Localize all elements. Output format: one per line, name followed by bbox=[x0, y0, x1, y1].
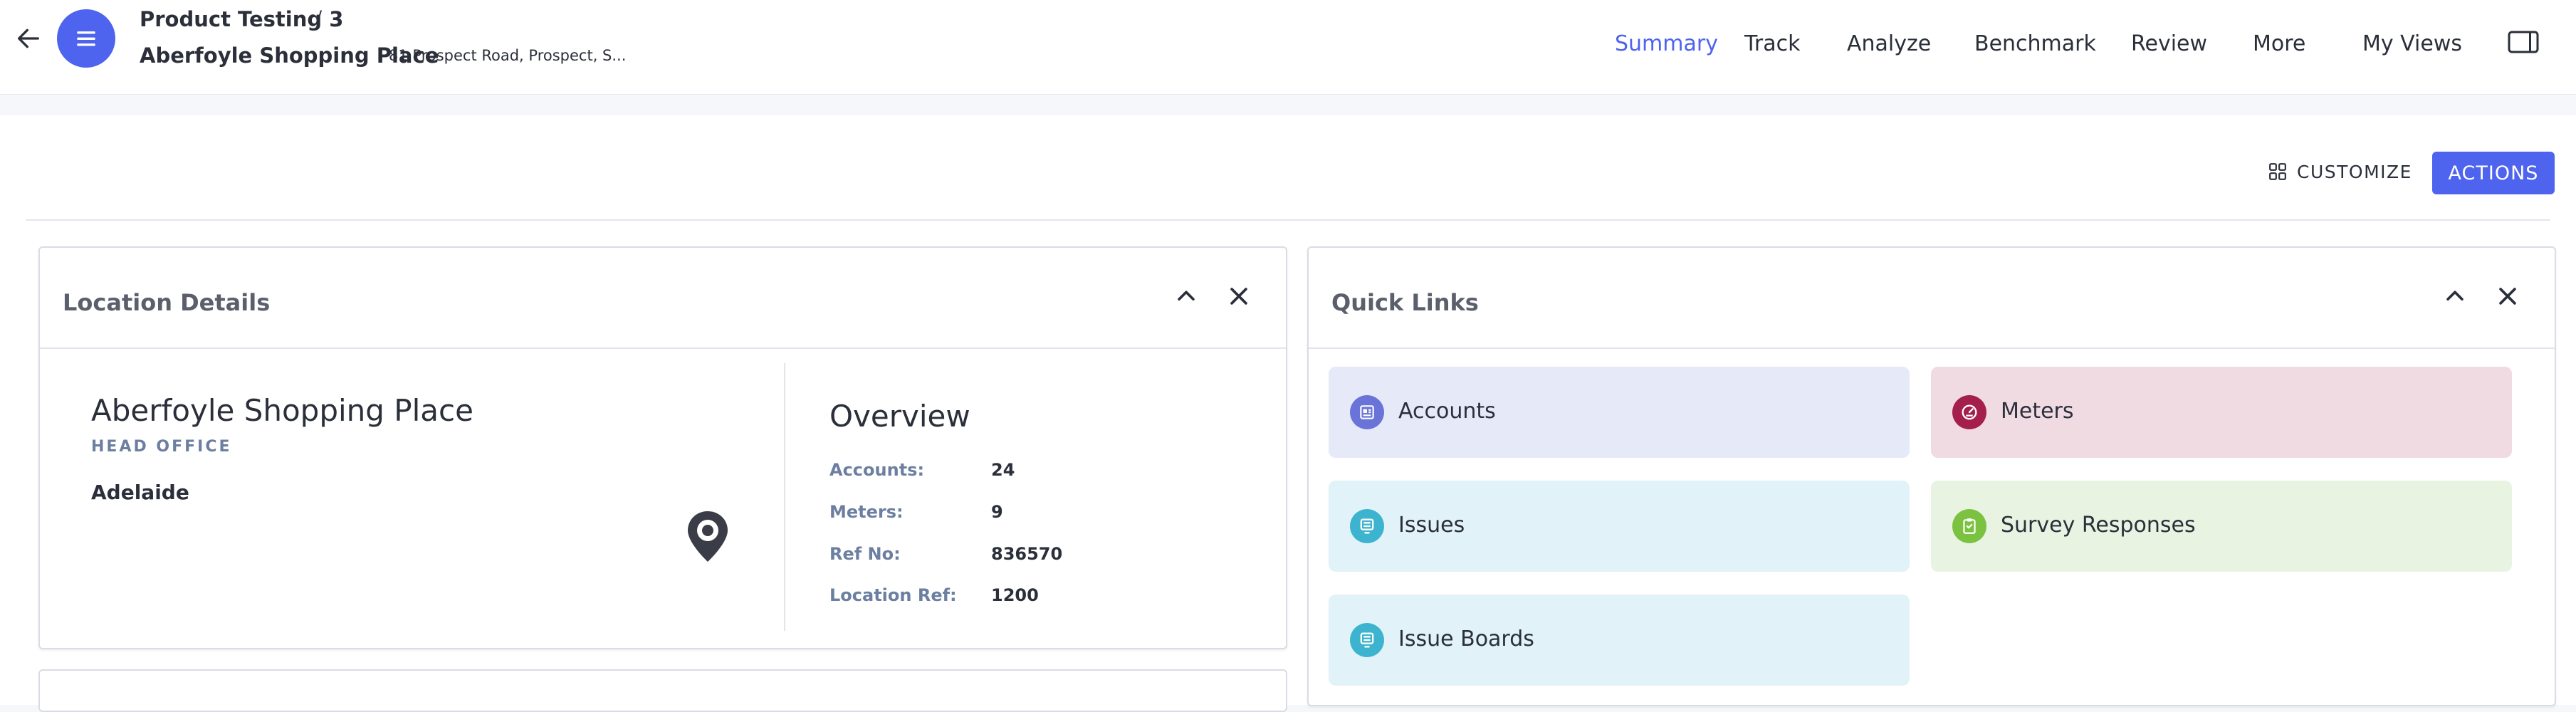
quick-link-label: Accounts bbox=[1398, 399, 1496, 424]
page-title: Aberfoyle Shopping Place bbox=[140, 43, 439, 68]
actions-button[interactable]: ACTIONS bbox=[2432, 152, 2555, 194]
accounts-icon bbox=[1350, 395, 1384, 429]
overview-label-location-ref: Location Ref: bbox=[829, 585, 957, 605]
collapse-chevron-up-icon[interactable] bbox=[1169, 279, 1203, 313]
quick-link-accounts[interactable]: Accounts bbox=[1329, 367, 1910, 458]
card-header: Location Details bbox=[40, 248, 1286, 349]
card-header: Quick Links bbox=[1309, 248, 2555, 349]
card-title: Location Details bbox=[63, 289, 271, 316]
side-panel-toggle-icon[interactable] bbox=[2508, 30, 2539, 54]
location-address: 81 Prospect Road, Prospect, S... bbox=[389, 47, 627, 64]
overview-title: Overview bbox=[829, 399, 970, 434]
location-type: HEAD OFFICE bbox=[91, 438, 232, 456]
collapse-chevron-up-icon[interactable] bbox=[2438, 279, 2472, 313]
overview-value-accounts: 24 bbox=[991, 460, 1015, 480]
card-title: Quick Links bbox=[1331, 289, 1479, 316]
gauge-icon bbox=[1952, 395, 1986, 429]
overview-label-ref-no: Ref No: bbox=[829, 544, 901, 564]
location-name: Aberfoyle Shopping Place bbox=[91, 393, 473, 428]
customize-label: CUSTOMIZE bbox=[2297, 161, 2412, 182]
back-arrow-icon[interactable] bbox=[11, 21, 46, 56]
page-toolbar bbox=[0, 115, 2576, 221]
quick-link-label: Meters bbox=[2001, 399, 2074, 424]
quick-link-survey-responses[interactable]: Survey Responses bbox=[1931, 481, 2512, 572]
top-header: Product Testing 3 / Aberfoyle Shopping P… bbox=[0, 0, 2576, 95]
overview-label-accounts: Accounts: bbox=[829, 460, 925, 480]
quick-link-label: Survey Responses bbox=[2001, 513, 2196, 538]
grid-icon bbox=[2269, 163, 2286, 180]
location-details-card: Location Details bbox=[38, 246, 1287, 649]
quick-link-meters[interactable]: Meters bbox=[1931, 367, 2512, 458]
tab-analyze[interactable]: Analyze bbox=[1847, 31, 1932, 56]
map-pin-icon[interactable] bbox=[682, 508, 733, 565]
clipboard-check-icon bbox=[1952, 509, 1986, 543]
issues-icon bbox=[1350, 509, 1384, 543]
overview-value-location-ref: 1200 bbox=[991, 585, 1039, 605]
close-icon[interactable] bbox=[1222, 279, 1256, 313]
tab-review[interactable]: Review bbox=[2131, 31, 2208, 56]
quick-link-issues[interactable]: Issues bbox=[1329, 481, 1910, 572]
overview-value-meters: 9 bbox=[991, 502, 1003, 522]
hamburger-icon bbox=[77, 31, 95, 46]
tab-benchmark[interactable]: Benchmark bbox=[1974, 31, 2096, 56]
overview-label-meters: Meters: bbox=[829, 502, 904, 522]
divider bbox=[26, 219, 2550, 221]
quick-link-issue-boards[interactable]: Issue Boards bbox=[1329, 595, 1910, 686]
breadcrumb-separator: / bbox=[316, 7, 323, 27]
issues-icon bbox=[1350, 623, 1384, 657]
customize-button[interactable]: CUSTOMIZE bbox=[2261, 151, 2418, 192]
close-icon[interactable] bbox=[2491, 279, 2525, 313]
overview-value-ref-no: 836570 bbox=[991, 544, 1063, 564]
tab-track[interactable]: Track bbox=[1744, 31, 1801, 56]
next-widget-card bbox=[38, 669, 1287, 712]
breadcrumb-parent[interactable]: Product Testing 3 bbox=[140, 7, 344, 31]
menu-button[interactable] bbox=[57, 9, 115, 68]
tab-more[interactable]: More bbox=[2253, 31, 2306, 56]
location-city: Adelaide bbox=[91, 481, 189, 504]
quick-link-label: Issues bbox=[1398, 513, 1465, 538]
tab-my-views[interactable]: My Views bbox=[2362, 31, 2462, 56]
column-divider bbox=[784, 363, 785, 631]
quick-link-label: Issue Boards bbox=[1398, 627, 1534, 651]
tab-summary[interactable]: Summary bbox=[1615, 31, 1718, 56]
